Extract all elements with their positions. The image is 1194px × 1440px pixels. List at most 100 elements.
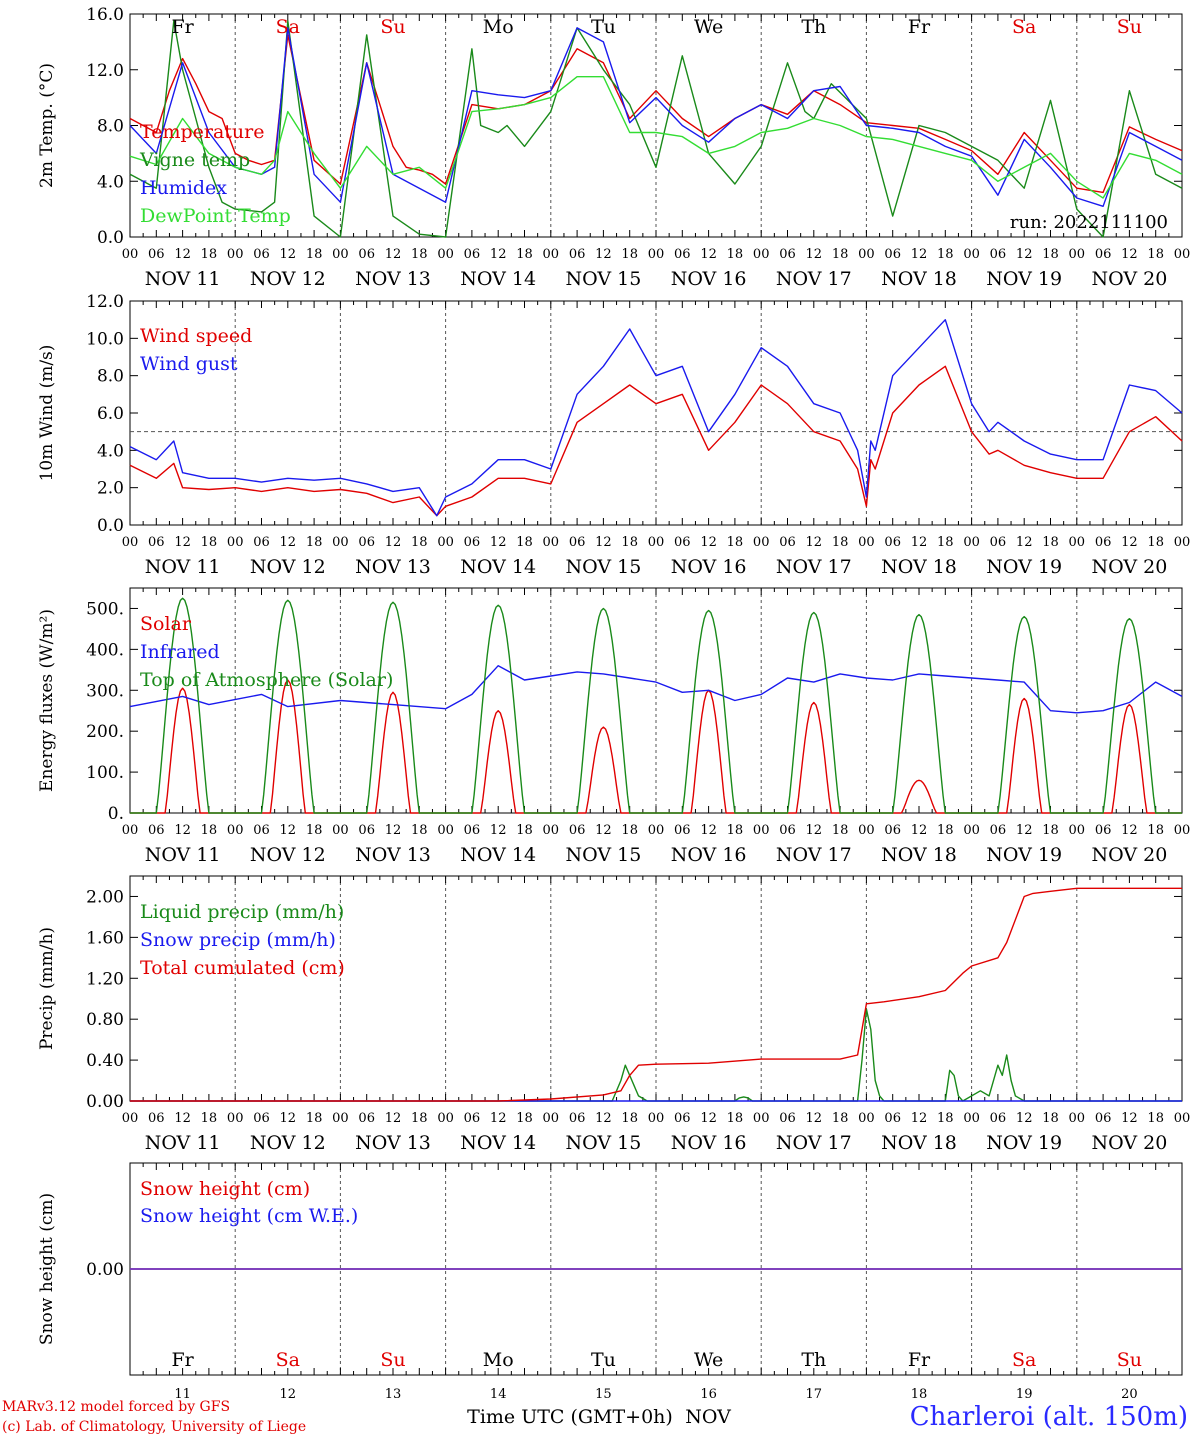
hour-label: 18 (937, 247, 954, 262)
hour-label: 06 (358, 823, 375, 838)
day-of-week-label: Fr (171, 16, 194, 38)
hour-label: 18 (832, 1111, 849, 1126)
hour-label: 00 (1069, 1111, 1086, 1126)
day-number-label: 12 (280, 1387, 297, 1402)
y-axis-label: 10m Wind (m/s) (37, 345, 57, 482)
day-number-label: 11 (174, 1387, 191, 1402)
hour-label: 18 (1147, 247, 1164, 262)
hour-label: 06 (358, 1111, 375, 1126)
hour-label: 00 (543, 823, 560, 838)
hour-label: 06 (884, 247, 901, 262)
date-label: NOV 20 (1091, 844, 1167, 866)
date-label: NOV 12 (250, 556, 326, 578)
hour-label: 18 (1147, 823, 1164, 838)
series-line-wind-speed (129, 365, 1183, 517)
hour-label: 00 (122, 535, 139, 550)
hour-label: 12 (595, 1111, 612, 1126)
series-line-dewpoint-temp (129, 76, 1183, 199)
hour-label: 00 (1174, 823, 1191, 838)
hour-label: 12 (174, 247, 191, 262)
hour-label: 12 (174, 1111, 191, 1126)
hour-label: 12 (385, 823, 402, 838)
hour-label: 00 (227, 247, 244, 262)
hour-label: 00 (227, 823, 244, 838)
hour-label: 12 (1016, 535, 1033, 550)
hour-label: 00 (858, 823, 875, 838)
hour-label: 06 (253, 247, 270, 262)
date-label: NOV 16 (671, 268, 747, 290)
hour-label: 06 (253, 535, 270, 550)
legend-entry: Infrared (140, 641, 220, 663)
panel-temp: 0.0 4.0 8.0 12.0 16.0 2m Temp. (°C) Temperatur… (37, 5, 1190, 290)
hour-label: 00 (963, 247, 980, 262)
hour-label: 12 (700, 535, 717, 550)
hour-label: 18 (1042, 823, 1059, 838)
hour-label: 18 (727, 247, 744, 262)
series-line-humidex (129, 27, 1183, 207)
hour-label: 18 (937, 1111, 954, 1126)
hour-label: 12 (280, 823, 297, 838)
y-tick-label: 300. (86, 681, 124, 701)
day-number-label: 17 (806, 1387, 823, 1402)
hour-label: 00 (753, 823, 770, 838)
date-label: NOV 11 (145, 1132, 221, 1154)
lab-credit: (c) Lab. of Climatology, University of L… (2, 1419, 307, 1435)
y-tick-label: 0. (108, 804, 124, 824)
hour-label: 18 (201, 535, 218, 550)
y-tick-label: 4.0 (97, 172, 124, 192)
hour-label: 00 (858, 247, 875, 262)
day-of-week-label: Fr (171, 1349, 194, 1371)
hour-label: 06 (779, 1111, 796, 1126)
date-label: NOV 17 (776, 1132, 852, 1154)
y-tick-label: 0.80 (86, 1010, 124, 1030)
hour-label: 06 (464, 535, 481, 550)
y-tick-label: 6.0 (97, 404, 124, 424)
hour-label: 12 (280, 247, 297, 262)
hour-label: 18 (201, 247, 218, 262)
hour-label: 06 (148, 247, 165, 262)
hour-label: 00 (543, 1111, 560, 1126)
hour-label: 06 (148, 1111, 165, 1126)
day-of-week-label: Th (801, 1349, 826, 1371)
date-label: NOV 17 (776, 556, 852, 578)
day-of-week-label: Sa (1012, 16, 1036, 38)
hour-label: 00 (1069, 823, 1086, 838)
hour-label: 00 (122, 1111, 139, 1126)
date-label: NOV 16 (671, 844, 747, 866)
date-label: NOV 15 (565, 844, 641, 866)
date-label: NOV 18 (881, 268, 957, 290)
date-label: NOV 11 (145, 556, 221, 578)
panel-snow: 0.00 Snow height (cm) Snow height (cm) Snow… (37, 1162, 1183, 1428)
hour-label: 06 (779, 535, 796, 550)
hour-label: 00 (227, 535, 244, 550)
hour-label: 00 (332, 823, 349, 838)
hour-label: 18 (937, 535, 954, 550)
hour-label: 18 (411, 823, 428, 838)
legend-entry: Humidex (140, 177, 227, 199)
hour-label: 12 (806, 535, 823, 550)
y-tick-label: 0.00 (86, 1260, 124, 1280)
x-axis-title: Time UTC (GMT+0h) (467, 1406, 673, 1428)
day-number-label: 15 (595, 1387, 612, 1402)
date-label: NOV 20 (1091, 556, 1167, 578)
hour-label: 18 (727, 823, 744, 838)
day-of-week-label: We (694, 1349, 723, 1371)
day-of-week-label: Fr (908, 1349, 931, 1371)
plot-frame (129, 300, 1183, 526)
hour-label: 00 (1174, 247, 1191, 262)
hour-label: 12 (1121, 247, 1138, 262)
hour-label: 12 (280, 1111, 297, 1126)
series-line-vigne-temp (129, 20, 1183, 238)
hour-label: 12 (174, 823, 191, 838)
day-of-week-label: We (694, 16, 723, 38)
month-label: NOV (685, 1406, 731, 1428)
hour-label: 18 (621, 1111, 638, 1126)
date-label: NOV 15 (565, 268, 641, 290)
hour-label: 12 (385, 247, 402, 262)
date-label: NOV 17 (776, 268, 852, 290)
day-of-week-label: Su (380, 16, 405, 38)
hour-label: 18 (832, 823, 849, 838)
hour-label: 12 (911, 247, 928, 262)
legend-entry: Temperature (140, 121, 264, 143)
